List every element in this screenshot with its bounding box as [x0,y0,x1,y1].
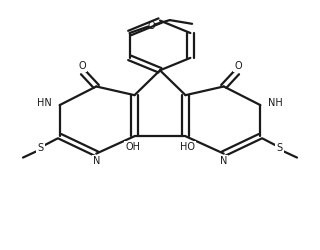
Text: O: O [78,61,86,71]
Text: OH: OH [125,142,140,152]
Text: HO: HO [180,142,195,152]
Text: O: O [234,61,242,71]
Text: NH: NH [268,98,283,108]
Text: N: N [220,156,228,166]
Text: HN: HN [37,98,52,108]
Text: O: O [148,20,155,30]
Text: N: N [92,156,100,166]
Text: S: S [37,143,44,153]
Text: S: S [276,143,283,153]
